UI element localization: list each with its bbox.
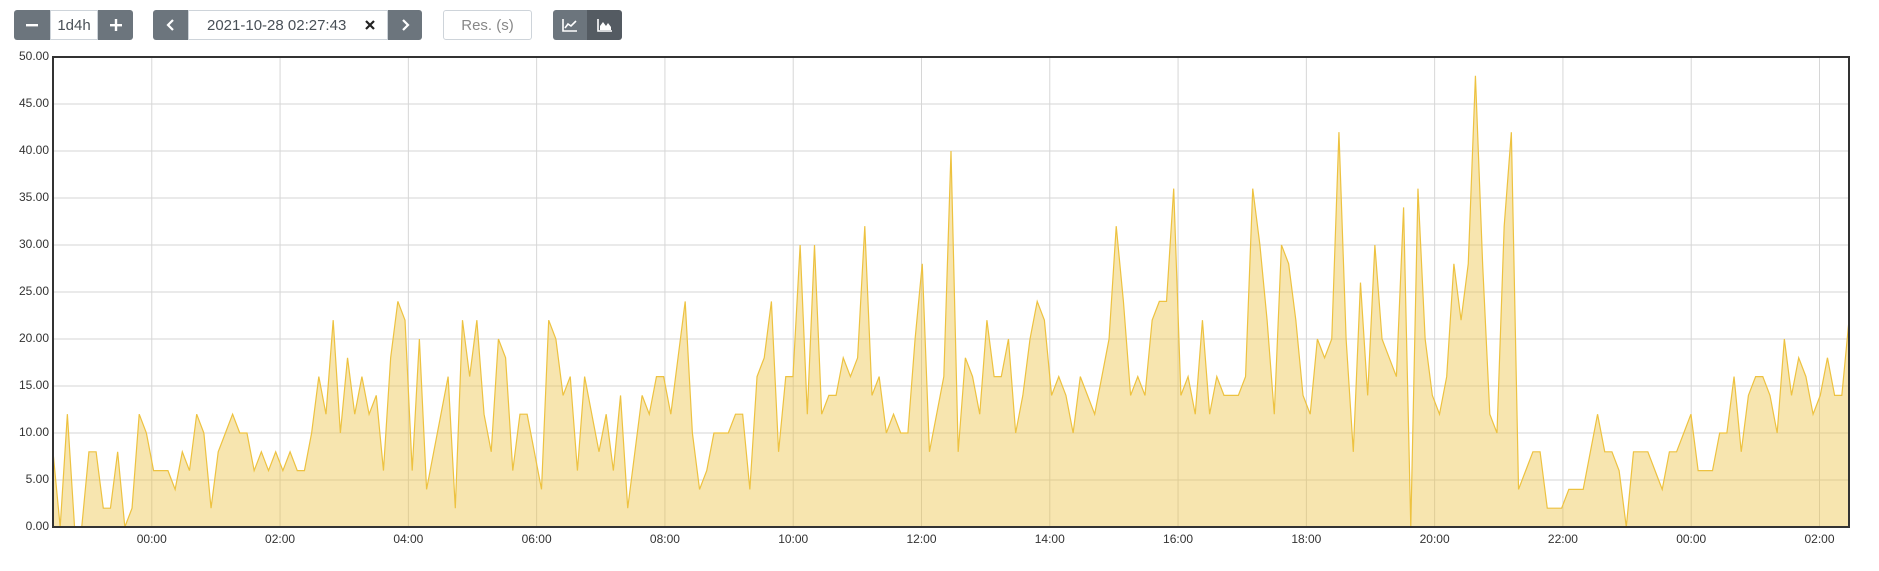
area-chart-icon (596, 19, 612, 32)
y-tick-label: 30.00 (19, 237, 49, 251)
x-tick-label: 22:00 (1548, 532, 1578, 546)
y-tick-label: 20.00 (19, 331, 49, 345)
x-tick-label: 14:00 (1035, 532, 1065, 546)
line-chart-icon (562, 19, 577, 32)
area-line (52, 75, 1850, 528)
x-tick-label: 10:00 (778, 532, 808, 546)
y-tick-label: 50.00 (19, 49, 49, 63)
y-tick-label: 25.00 (19, 284, 49, 298)
x-tick-label: 06:00 (522, 532, 552, 546)
range-input[interactable]: 1d4h (50, 10, 98, 40)
minus-icon (26, 24, 38, 27)
plot-border (52, 56, 1850, 528)
x-tick-label: 00:00 (137, 532, 167, 546)
y-tick-label: 35.00 (19, 190, 49, 204)
x-tick-label: 12:00 (906, 532, 936, 546)
decrease-range-button[interactable] (14, 10, 50, 40)
x-tick-label: 00:00 (1676, 532, 1706, 546)
stacked-chart-button[interactable] (587, 10, 622, 40)
y-tick-label: 45.00 (19, 96, 49, 110)
y-tick-label: 0.00 (26, 519, 50, 533)
increase-range-button[interactable] (98, 10, 133, 40)
x-tick-label: 08:00 (650, 532, 680, 546)
x-tick-label: 04:00 (393, 532, 423, 546)
resolution-input[interactable]: Res. (s) (443, 10, 532, 40)
chevron-left-icon (165, 19, 174, 31)
y-tick-label: 40.00 (19, 143, 49, 157)
x-tick-label: 16:00 (1163, 532, 1193, 546)
y-tick-label: 5.00 (26, 472, 50, 486)
x-tick-label: 20:00 (1420, 532, 1450, 546)
end-time-text: 2021-10-28 02:27:43 (207, 16, 347, 34)
toolbar: 1d4h 2021-10-28 02:27:43 Res. (s) (0, 0, 1879, 52)
x-tick-label: 02:00 (1804, 532, 1834, 546)
next-button[interactable] (388, 10, 422, 40)
plus-icon (109, 19, 122, 31)
line-chart-button[interactable] (553, 10, 587, 40)
y-tick-label: 10.00 (19, 425, 49, 439)
previous-button[interactable] (153, 10, 188, 40)
x-tick-label: 02:00 (265, 532, 295, 546)
x-tick-label: 18:00 (1291, 532, 1321, 546)
area-fill (53, 75, 1849, 528)
y-tick-label: 15.00 (19, 378, 49, 392)
chevron-right-icon (402, 19, 410, 31)
end-time-input[interactable]: 2021-10-28 02:27:43 (188, 10, 388, 40)
clear-icon[interactable] (364, 19, 376, 31)
